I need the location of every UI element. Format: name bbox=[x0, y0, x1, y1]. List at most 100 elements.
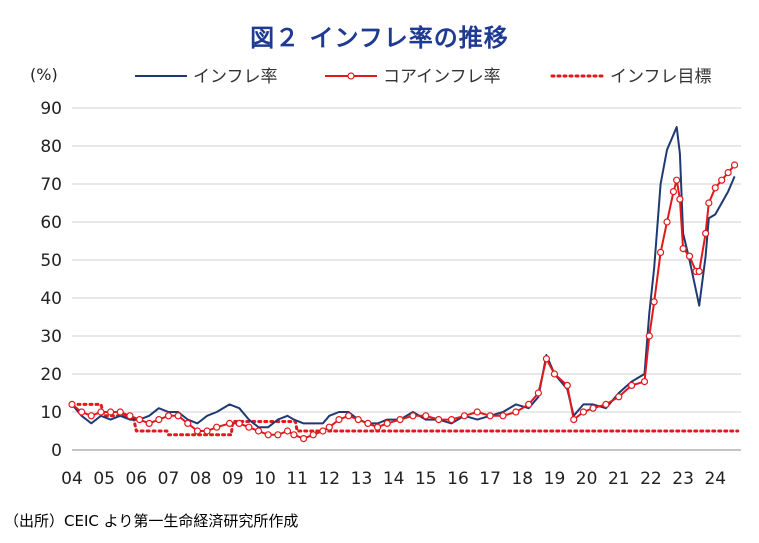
x-tick-label: 23 bbox=[672, 469, 694, 489]
data-point bbox=[422, 412, 430, 420]
data-point bbox=[563, 381, 571, 389]
data-point bbox=[542, 355, 551, 363]
data-point bbox=[264, 431, 272, 439]
data-point bbox=[145, 419, 153, 427]
x-tick-label: 21 bbox=[608, 469, 630, 489]
y-tick-label: 40 bbox=[40, 289, 62, 309]
data-point bbox=[628, 381, 636, 389]
data-point bbox=[724, 169, 732, 177]
data-point bbox=[589, 404, 597, 412]
data-point bbox=[283, 427, 292, 435]
data-point bbox=[525, 400, 533, 408]
y-tick-label: 90 bbox=[40, 99, 62, 119]
data-point bbox=[473, 408, 481, 416]
y-tick-label: 10 bbox=[40, 403, 62, 423]
x-tick-label: 13 bbox=[351, 469, 373, 489]
y-tick-label: 50 bbox=[40, 251, 62, 271]
x-tick-label: 10 bbox=[254, 469, 276, 489]
data-point bbox=[135, 416, 144, 424]
source-note: （出所）CEIC より第一生命経済研究所作成 bbox=[4, 512, 299, 530]
series-group bbox=[68, 126, 740, 443]
data-point bbox=[650, 298, 658, 306]
data-point bbox=[702, 229, 710, 237]
x-tick-label: 22 bbox=[640, 469, 662, 489]
data-point bbox=[645, 332, 653, 340]
data-point bbox=[673, 176, 681, 184]
legend-label: コアインフレ率 bbox=[383, 67, 501, 87]
x-tick-label: 14 bbox=[383, 469, 405, 489]
data-point bbox=[579, 408, 587, 416]
data-point bbox=[235, 419, 243, 427]
series-line-1 bbox=[71, 164, 736, 440]
x-tick-label: 08 bbox=[190, 469, 212, 489]
data-point bbox=[226, 419, 234, 427]
x-tick-label: 04 bbox=[61, 469, 83, 489]
data-point bbox=[534, 389, 542, 397]
x-tick-label: 07 bbox=[158, 469, 180, 489]
y-tick-label: 70 bbox=[40, 175, 62, 195]
x-tick-label: 06 bbox=[126, 469, 148, 489]
x-tick-label: 12 bbox=[318, 469, 340, 489]
x-tick-label: 24 bbox=[704, 469, 726, 489]
data-point bbox=[184, 419, 192, 427]
data-point bbox=[695, 267, 703, 275]
grid-lines bbox=[72, 107, 741, 413]
data-point bbox=[68, 400, 76, 408]
legend: インフレ率 コアインフレ率 インフレ目標 bbox=[135, 67, 712, 87]
x-tick-label: 18 bbox=[511, 469, 533, 489]
data-point bbox=[309, 431, 317, 439]
legend-marker bbox=[347, 72, 355, 80]
data-point bbox=[640, 378, 649, 386]
y-tick-label: 30 bbox=[40, 327, 62, 347]
x-tick-label: 19 bbox=[544, 469, 566, 489]
x-tick-label: 05 bbox=[93, 469, 115, 489]
data-point bbox=[656, 248, 665, 256]
data-point bbox=[383, 419, 391, 427]
x-tick-label: 20 bbox=[576, 469, 598, 489]
data-point bbox=[435, 416, 443, 424]
data-point bbox=[87, 412, 95, 420]
data-point bbox=[116, 408, 124, 416]
data-point bbox=[499, 412, 507, 420]
data-point bbox=[676, 195, 684, 203]
data-point bbox=[615, 393, 623, 401]
data-point bbox=[602, 400, 610, 408]
data-point bbox=[345, 412, 353, 420]
x-tick-label: 11 bbox=[286, 469, 308, 489]
y-axis-label: (%) bbox=[30, 65, 58, 84]
data-point bbox=[155, 416, 163, 424]
data-point bbox=[174, 412, 182, 420]
legend-label: インフレ目標 bbox=[610, 67, 712, 87]
x-tick-label: 15 bbox=[415, 469, 437, 489]
data-point bbox=[447, 416, 456, 424]
data-point bbox=[193, 427, 202, 435]
data-point bbox=[396, 416, 404, 424]
data-point bbox=[373, 423, 382, 431]
x-tick-label: 09 bbox=[222, 469, 244, 489]
data-point bbox=[335, 416, 343, 424]
data-point bbox=[486, 412, 494, 420]
x-tick-label: 17 bbox=[479, 469, 501, 489]
data-point bbox=[460, 412, 468, 420]
data-point bbox=[213, 423, 221, 431]
x-axis-ticks: 04 05 06 07 08 09 10 11 12 13 14 15 16 17 18 19 20 21 22 23… bbox=[61, 469, 726, 489]
data-point bbox=[679, 245, 687, 253]
data-point bbox=[711, 184, 719, 192]
data-point bbox=[274, 431, 282, 439]
data-point bbox=[290, 431, 298, 439]
data-point bbox=[319, 427, 327, 435]
data-point bbox=[354, 416, 362, 424]
y-axis-ticks: 0 10 20 30 40 50 60 70 80 90 bbox=[40, 99, 62, 461]
data-point bbox=[78, 408, 86, 416]
y-tick-label: 80 bbox=[40, 137, 62, 157]
data-point bbox=[730, 161, 739, 169]
data-point bbox=[364, 419, 372, 427]
data-point bbox=[663, 218, 671, 226]
data-point bbox=[245, 423, 253, 431]
data-point bbox=[254, 427, 263, 435]
legend-label: インフレ率 bbox=[193, 67, 278, 87]
data-point bbox=[705, 199, 713, 207]
data-point bbox=[685, 252, 694, 260]
data-point bbox=[325, 423, 333, 431]
